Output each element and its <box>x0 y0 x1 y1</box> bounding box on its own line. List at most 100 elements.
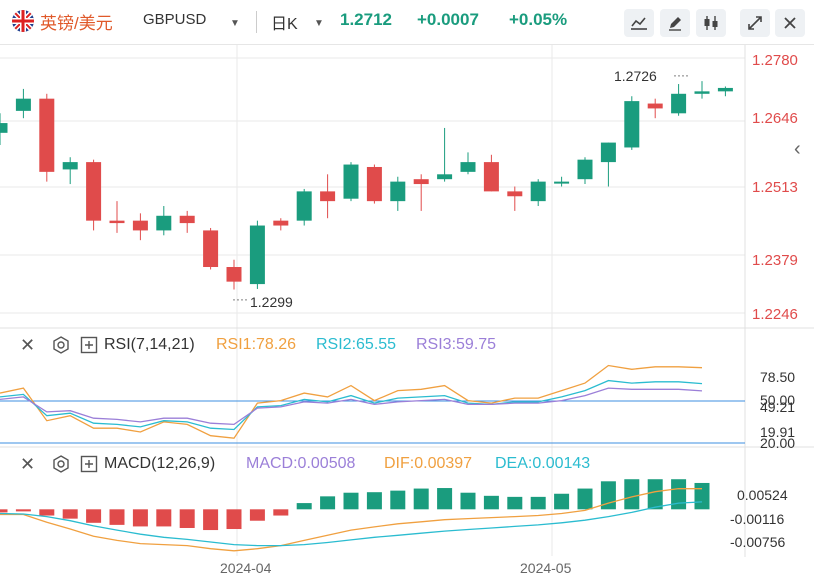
macd-bar <box>530 496 546 510</box>
candle-body <box>39 98 55 172</box>
symbol-code[interactable]: GBPUSD <box>143 11 207 28</box>
chart-type-button[interactable] <box>696 9 726 37</box>
macd-tick-label: 0.00524 <box>737 487 788 503</box>
candle-body <box>437 174 453 180</box>
candle-body <box>132 220 148 231</box>
price-tick-label: 1.2379 <box>752 252 798 269</box>
close-macd-icon[interactable]: ✕ <box>20 454 36 474</box>
divider <box>256 11 257 33</box>
macd-value: MACD:0.00508 <box>246 455 356 472</box>
symbol-dropdown-icon[interactable]: ▼ <box>230 18 240 29</box>
symbol-name-cn[interactable]: 英镑/美元 <box>40 14 113 33</box>
macd-bar <box>507 496 523 510</box>
macd-bar <box>179 509 195 528</box>
macd-pane: 0.00524 -0.00116 -0.00756 <box>0 479 788 552</box>
close-chart-button[interactable] <box>775 9 805 37</box>
macd-bar <box>320 496 336 510</box>
candle-body <box>273 220 289 226</box>
macd-tick-label: -0.00116 <box>730 511 784 527</box>
candle-body <box>203 230 219 268</box>
macd-bar <box>15 509 31 512</box>
price-tick-label: 1.2246 <box>752 306 798 323</box>
candle-body <box>483 162 499 192</box>
rsi-tick-label: 49.21 <box>760 399 795 415</box>
dif-value: DIF:0.00397 <box>384 455 473 472</box>
candle-body <box>226 267 242 282</box>
candle-body <box>694 91 710 94</box>
price-tick-label: 1.2646 <box>752 110 798 127</box>
line-chart-button[interactable] <box>624 9 654 37</box>
macd-settings-icon[interactable] <box>52 455 70 473</box>
fullscreen-button[interactable] <box>740 9 770 37</box>
chart-canvas[interactable]: 1.2780 1.2646 1.2513 1.2379 1.2246 1.272… <box>0 45 814 557</box>
candle-body <box>249 225 265 285</box>
dea-value: DEA:0.00143 <box>495 455 591 472</box>
low-price-label: 1.2299 <box>250 294 293 310</box>
macd-bar <box>62 509 78 519</box>
time-tick-label: 2024-04 <box>220 560 272 576</box>
rsi3-line <box>0 387 703 426</box>
rsi-tick-label: 20.00 <box>760 435 795 451</box>
macd-bar <box>366 492 382 510</box>
macd-bar <box>156 509 172 527</box>
price-tick-label: 1.2513 <box>752 179 798 196</box>
rsi3-value: RSI3:59.75 <box>416 336 497 353</box>
macd-title: MACD(12,26,9) <box>104 455 216 472</box>
chevron-left-icon[interactable]: ‹ <box>794 138 801 160</box>
price-tick-label: 1.2780 <box>752 52 798 69</box>
candle-body <box>507 191 523 197</box>
high-annotation: 1.2726 ···· <box>614 68 689 84</box>
candle-body <box>717 87 733 92</box>
candle-body <box>460 162 476 172</box>
rsi-tick-label: 19.91 <box>760 424 795 440</box>
candle-body <box>413 179 429 185</box>
macd-add-icon[interactable] <box>80 455 98 473</box>
svg-text:····: ···· <box>673 68 689 82</box>
macd-histogram <box>0 479 710 531</box>
line-chart-icon <box>631 17 647 30</box>
macd-bar <box>39 509 55 516</box>
candle-body <box>109 220 125 224</box>
pencil-icon <box>669 17 681 31</box>
rsi-tick-label: 50.00 <box>760 392 795 408</box>
macd-bar <box>437 488 453 510</box>
rsi-header: ✕ RSI(7,14,21) RSI1:78.26 RSI2:65.55 RSI… <box>0 334 814 358</box>
macd-bar <box>390 490 406 510</box>
macd-bar <box>296 503 312 510</box>
candle-body <box>530 181 546 202</box>
macd-bar <box>0 509 8 513</box>
rsi2-line <box>0 379 703 431</box>
price-change: +0.0007 <box>417 10 479 29</box>
macd-bar <box>460 492 476 510</box>
high-price-label: 1.2726 <box>614 68 657 84</box>
period-selector[interactable]: 日K <box>271 16 298 33</box>
candle-body <box>624 101 640 148</box>
candlestick-series <box>0 81 733 290</box>
candle-body <box>320 191 336 202</box>
rsi-add-icon[interactable] <box>80 336 98 354</box>
macd-bar <box>577 488 593 510</box>
candle-body <box>366 166 382 202</box>
rsi2-value: RSI2:65.55 <box>316 336 397 353</box>
draw-button[interactable] <box>660 9 690 37</box>
macd-bar <box>671 479 687 510</box>
macd-bar <box>694 482 710 510</box>
candle-body <box>62 162 78 170</box>
candle-body <box>343 164 359 199</box>
rsi-title: RSI(7,14,21) <box>104 336 195 353</box>
candle-body <box>647 103 663 109</box>
candle-body <box>0 123 8 133</box>
macd-bar <box>226 509 242 530</box>
candle-body <box>554 181 570 184</box>
candle-body <box>179 215 195 224</box>
macd-bar <box>483 495 499 510</box>
macd-tick-label: -0.00756 <box>730 534 785 550</box>
candle-body <box>15 98 31 111</box>
macd-bar <box>273 509 289 516</box>
period-dropdown-icon[interactable]: ▼ <box>314 18 324 29</box>
close-rsi-icon[interactable]: ✕ <box>20 335 36 355</box>
candlestick-icon <box>704 16 718 30</box>
expand-icon <box>748 16 762 30</box>
candle-body <box>296 191 312 221</box>
rsi-settings-icon[interactable] <box>52 336 70 354</box>
